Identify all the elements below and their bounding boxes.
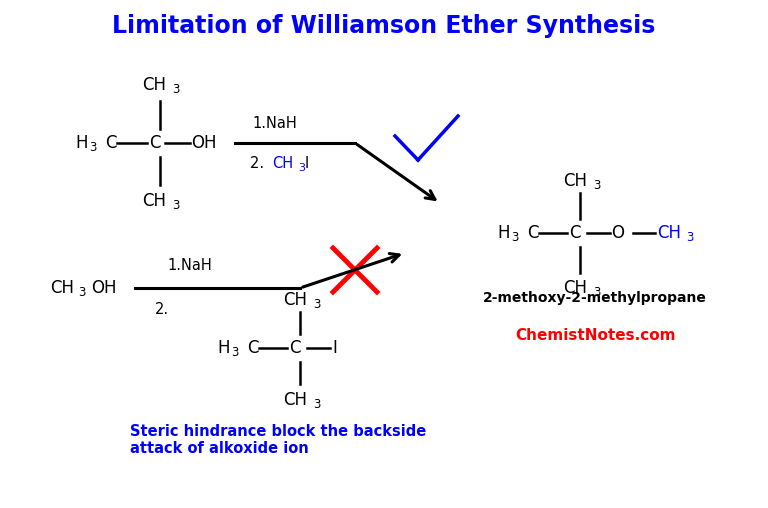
Text: 1.NaH: 1.NaH bbox=[167, 259, 213, 273]
Text: 3: 3 bbox=[173, 83, 180, 96]
Text: I: I bbox=[305, 155, 310, 171]
Text: 3: 3 bbox=[593, 286, 601, 299]
Text: 3: 3 bbox=[89, 141, 96, 154]
Text: ChemistNotes.com: ChemistNotes.com bbox=[515, 329, 675, 343]
Text: C: C bbox=[290, 339, 301, 357]
Text: 3: 3 bbox=[593, 179, 601, 192]
Text: C: C bbox=[105, 134, 117, 152]
Text: CH: CH bbox=[142, 76, 166, 94]
Text: CH: CH bbox=[563, 279, 587, 297]
Text: 3: 3 bbox=[299, 163, 306, 173]
Text: O: O bbox=[611, 224, 624, 242]
Text: H: H bbox=[217, 339, 230, 357]
Text: CH: CH bbox=[563, 172, 587, 190]
Text: CH: CH bbox=[50, 279, 74, 297]
Text: 3: 3 bbox=[511, 231, 518, 244]
Text: 3: 3 bbox=[231, 346, 238, 359]
Text: C: C bbox=[247, 339, 259, 357]
Text: Limitation of Williamson Ether Synthesis: Limitation of Williamson Ether Synthesis bbox=[112, 14, 656, 38]
Text: C: C bbox=[569, 224, 581, 242]
Text: CH: CH bbox=[283, 291, 307, 309]
Text: 2.: 2. bbox=[155, 302, 169, 318]
Text: CH: CH bbox=[142, 192, 166, 210]
Text: CH: CH bbox=[283, 391, 307, 409]
Text: H: H bbox=[75, 134, 88, 152]
Text: C: C bbox=[149, 134, 161, 152]
Text: 3: 3 bbox=[313, 398, 320, 411]
Text: 1.NaH: 1.NaH bbox=[253, 115, 297, 131]
Text: OH: OH bbox=[91, 279, 117, 297]
Text: CH: CH bbox=[657, 224, 681, 242]
Text: H: H bbox=[497, 224, 509, 242]
Text: C: C bbox=[527, 224, 538, 242]
Text: I: I bbox=[332, 339, 337, 357]
Text: 3: 3 bbox=[173, 199, 180, 212]
Text: Steric hindrance block the backside
attack of alkoxide ion: Steric hindrance block the backside atta… bbox=[130, 424, 426, 456]
Text: CH: CH bbox=[272, 155, 293, 171]
Text: OH: OH bbox=[191, 134, 217, 152]
Text: 3: 3 bbox=[313, 298, 320, 311]
Text: 2.: 2. bbox=[250, 155, 269, 171]
Text: 3: 3 bbox=[686, 231, 694, 244]
Text: 2-methoxy-2-methylpropane: 2-methoxy-2-methylpropane bbox=[483, 291, 707, 305]
Text: 3: 3 bbox=[78, 286, 86, 299]
